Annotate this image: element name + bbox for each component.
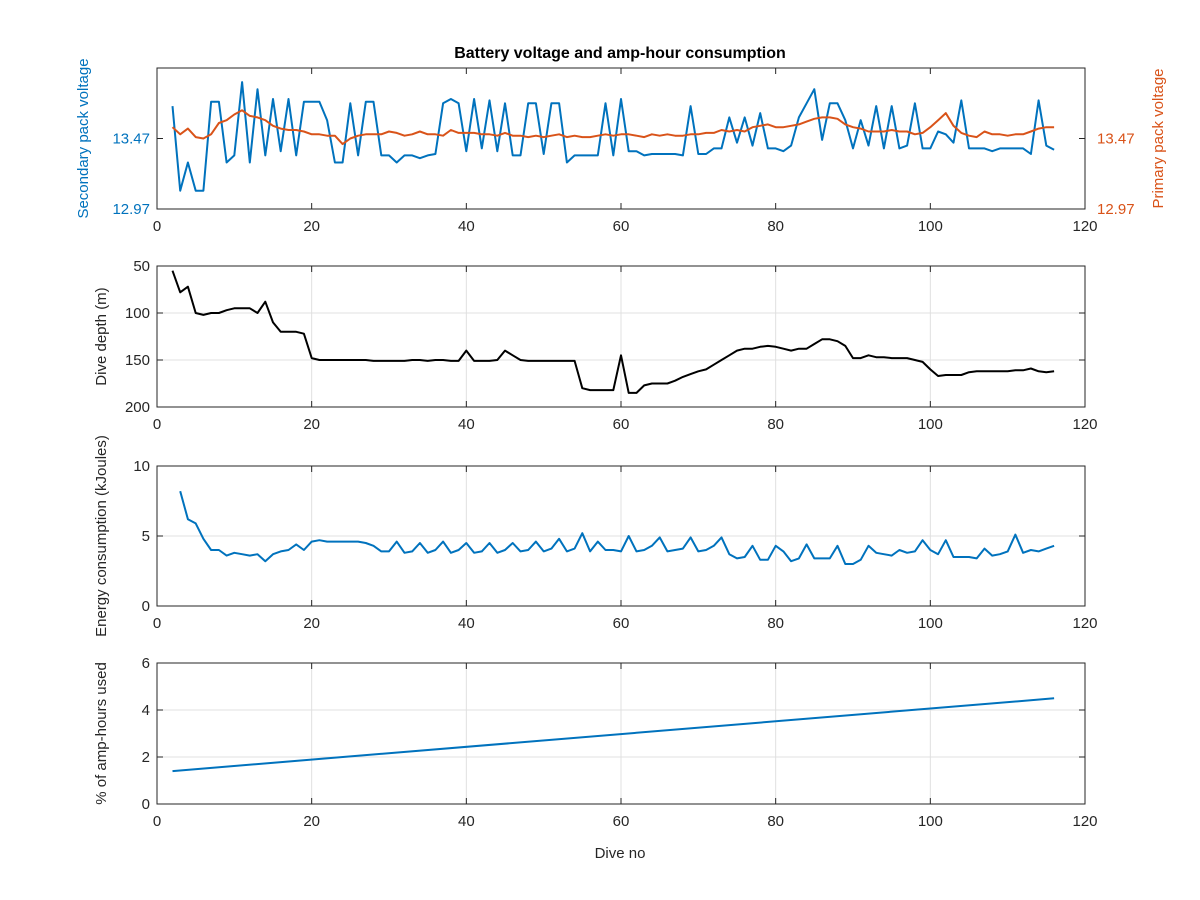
energy-xtick-label: 20 — [303, 615, 320, 632]
depth-xtick-label: 120 — [1072, 416, 1097, 433]
voltage-xtick-label: 80 — [767, 218, 784, 235]
amp-hours-series-line-1 — [172, 697, 1055, 773]
energy-xtick-label: 0 — [153, 615, 161, 632]
depth-ytick-label: 100 — [125, 305, 150, 322]
amp-hours-xtick-label: 0 — [153, 813, 161, 830]
voltage-xtick-label: 100 — [918, 218, 943, 235]
depth-ytick-label: 50 — [133, 258, 150, 275]
depth-xtick-label: 40 — [458, 416, 475, 433]
depth-xtick-label: 0 — [153, 416, 161, 433]
voltage-ytick-label: 13.47 — [112, 131, 150, 148]
amp-hours-subplot: 0 20 40 60 80 100 120 0 2 4 6 % of amp-hours used — [93, 655, 1098, 830]
energy-xtick-label: 40 — [458, 615, 475, 632]
voltage-y2tick-label: 12.97 — [1097, 201, 1135, 218]
amp-hours-xtick-label: 20 — [303, 813, 320, 830]
energy-xtick-label: 100 — [918, 615, 943, 632]
amp-hours-xtick-label: 80 — [767, 813, 784, 830]
voltage-series-line-2 — [171, 109, 1055, 146]
depth-subplot: 0 20 40 60 80 100 120 200 150 100 50 Dive depth (m) — [93, 258, 1098, 433]
depth-xtick-label: 100 — [918, 416, 943, 433]
figure-title: Battery voltage and amp-hour consumption — [454, 45, 786, 62]
voltage-xtick-label: 20 — [303, 218, 320, 235]
voltage-xtick-label: 120 — [1072, 218, 1097, 235]
amp-hours-xtick-label: 100 — [918, 813, 943, 830]
amp-hours-ytick-label: 2 — [142, 749, 150, 766]
energy-subplot: 0 20 40 60 80 100 120 0 5 10 Energy consumption (k… — [93, 435, 1098, 637]
depth-series-line-1 — [171, 270, 1055, 394]
voltage-series-line-1 — [171, 81, 1055, 192]
energy-xtick-label: 120 — [1072, 615, 1097, 632]
energy-xtick-label: 60 — [613, 615, 630, 632]
energy-xtick-label: 80 — [767, 615, 784, 632]
amp-hours-ytick-label: 4 — [142, 702, 150, 719]
voltage-y2tick-label: 13.47 — [1097, 131, 1135, 148]
depth-xtick-label: 80 — [767, 416, 784, 433]
amp-hours-y-axis-label: % of amp-hours used — [93, 662, 110, 805]
energy-ytick-label: 0 — [142, 598, 150, 615]
x-axis-label: Dive no — [595, 845, 646, 862]
energy-series-line-1 — [179, 490, 1055, 565]
depth-ytick-label: 150 — [125, 352, 150, 369]
amp-hours-ytick-label: 0 — [142, 796, 150, 813]
energy-y-axis-label: Energy consumption (kJoules) — [93, 435, 110, 637]
voltage-ytick-label: 12.97 — [112, 201, 150, 218]
voltage-y2-axis-label: Primary pack voltage — [1150, 68, 1167, 208]
amp-hours-ytick-label: 6 — [142, 655, 150, 672]
depth-xtick-label: 20 — [303, 416, 320, 433]
amp-hours-xtick-label: 120 — [1072, 813, 1097, 830]
energy-ytick-label: 10 — [133, 458, 150, 475]
voltage-xtick-label: 60 — [613, 218, 630, 235]
depth-y-axis-label: Dive depth (m) — [93, 287, 110, 385]
amp-hours-xtick-label: 40 — [458, 813, 475, 830]
voltage-xtick-label: 0 — [153, 218, 161, 235]
amp-hours-xtick-label: 60 — [613, 813, 630, 830]
voltage-y-axis-label: Secondary pack voltage — [75, 58, 92, 218]
energy-ytick-label: 5 — [142, 528, 150, 545]
depth-xtick-label: 60 — [613, 416, 630, 433]
depth-ytick-label: 200 — [125, 399, 150, 416]
voltage-xtick-label: 40 — [458, 218, 475, 235]
